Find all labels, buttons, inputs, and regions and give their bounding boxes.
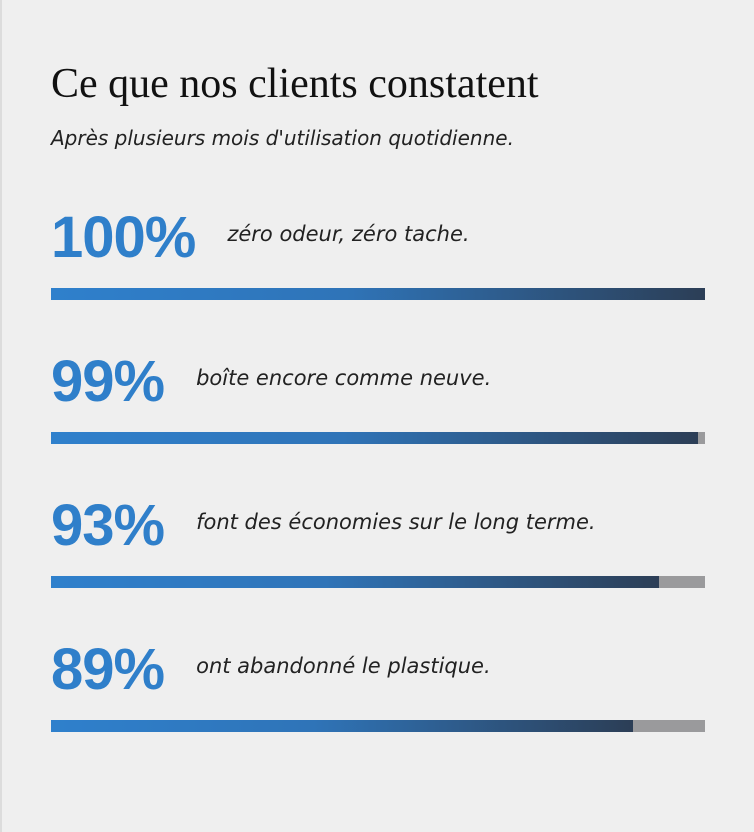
progress-track xyxy=(51,432,705,444)
stat-text: boîte encore comme neuve. xyxy=(196,366,492,390)
stat-row: 99% boîte encore comme neuve. xyxy=(51,346,705,416)
progress-bar xyxy=(51,576,660,588)
progress-track xyxy=(51,720,705,732)
stat-row: 89% ont abandonné le plastique. xyxy=(51,634,705,704)
stat-number: 99% xyxy=(51,348,165,414)
subtitle: Après plusieurs mois d'utilisation quoti… xyxy=(51,126,514,150)
stat-number: 89% xyxy=(51,636,165,702)
stat-number: 93% xyxy=(51,492,165,558)
title: Ce que nos clients constatent xyxy=(51,61,539,107)
progress-bar xyxy=(51,720,634,732)
progress-bar xyxy=(51,432,699,444)
stat: 89% ont abandonné le plastique. xyxy=(51,634,705,744)
progress-track xyxy=(51,576,705,588)
progress-track xyxy=(51,288,705,300)
stat-number: 100% xyxy=(51,204,196,270)
stat-row: 100% zéro odeur, zéro tache. xyxy=(51,202,705,272)
stat-text: ont abandonné le plastique. xyxy=(196,654,491,678)
stat-text: font des économies sur le long terme. xyxy=(196,510,596,534)
progress-bar xyxy=(51,288,705,300)
stat: 99% boîte encore comme neuve. xyxy=(51,346,705,456)
stat-row: 93% font des économies sur le long terme. xyxy=(51,490,705,560)
stat-text: zéro odeur, zéro tache. xyxy=(227,222,470,246)
stat: 93% font des économies sur le long terme. xyxy=(51,490,705,600)
stat: 100% zéro odeur, zéro tache. xyxy=(51,202,705,312)
